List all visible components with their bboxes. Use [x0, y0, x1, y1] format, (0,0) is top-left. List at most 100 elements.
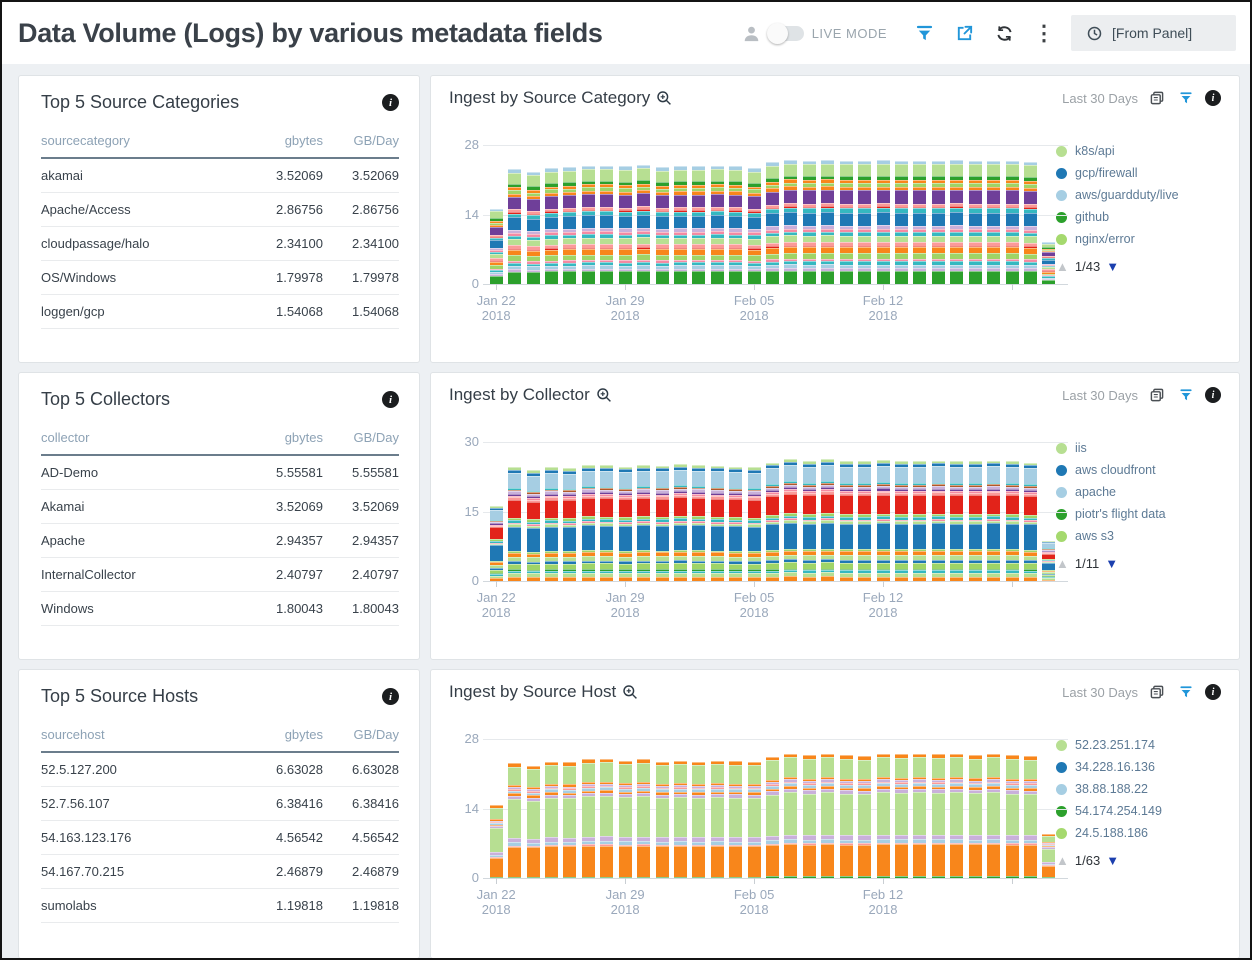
stacked-bar[interactable]	[840, 461, 853, 581]
stacked-bar[interactable]	[932, 160, 945, 284]
column-header[interactable]: gbytes	[245, 420, 323, 455]
stacked-bar[interactable]	[969, 755, 982, 878]
share-icon[interactable]	[951, 20, 977, 46]
filter-icon[interactable]	[911, 20, 937, 46]
stacked-bar[interactable]	[711, 466, 724, 581]
column-header[interactable]: GB/Day	[323, 717, 399, 752]
stacked-bar[interactable]	[840, 755, 853, 878]
stacked-bar[interactable]	[563, 762, 576, 878]
stacked-bar[interactable]	[692, 166, 705, 284]
stacked-bar[interactable]	[1006, 160, 1019, 284]
legend-page-down-icon[interactable]: ▼	[1105, 556, 1118, 571]
stacked-bar[interactable]	[656, 466, 669, 581]
stacked-bar[interactable]	[656, 167, 669, 284]
legend-item[interactable]: 54.174.254.149	[1056, 800, 1221, 822]
stacked-bar[interactable]	[913, 753, 926, 878]
stacked-bar[interactable]	[877, 460, 890, 581]
info-icon[interactable]: i	[1205, 90, 1221, 106]
stacked-bar[interactable]	[784, 753, 797, 878]
stacked-bar[interactable]	[619, 761, 632, 878]
column-header[interactable]: GB/Day	[323, 420, 399, 455]
stacked-bar[interactable]	[932, 754, 945, 878]
stacked-bar[interactable]	[563, 468, 576, 581]
stacked-bar[interactable]	[950, 461, 963, 581]
stacked-bar[interactable]	[674, 761, 687, 878]
stacked-bar[interactable]	[600, 759, 613, 878]
legend-item[interactable]: gcp/firewall	[1056, 162, 1221, 184]
zoom-in-icon[interactable]	[622, 684, 638, 700]
legend-page-down-icon[interactable]: ▼	[1106, 259, 1119, 274]
stacked-bar[interactable]	[950, 753, 963, 878]
legend-item[interactable]: k8s/api	[1056, 140, 1221, 162]
stacked-bar[interactable]	[821, 753, 834, 878]
stacked-bar[interactable]	[582, 759, 595, 878]
stacked-bar[interactable]	[711, 761, 724, 878]
stacked-bar[interactable]	[987, 461, 1000, 582]
stacked-bar[interactable]	[508, 467, 521, 581]
legend-page-up-icon[interactable]: ▲	[1056, 259, 1069, 274]
stacked-bar[interactable]	[527, 172, 540, 284]
stacked-bar[interactable]	[766, 757, 779, 878]
legend-page-up-icon[interactable]: ▲	[1056, 556, 1069, 571]
table-row[interactable]: Apache/Access2.867562.86756	[41, 193, 399, 227]
legend-item[interactable]: 34.228.16.136	[1056, 756, 1221, 778]
legend-item[interactable]: aws/guardduty/live	[1056, 184, 1221, 206]
column-header[interactable]: sourcecategory	[41, 123, 245, 158]
column-header[interactable]: sourcehost	[41, 717, 245, 752]
stacked-bar[interactable]	[950, 160, 963, 284]
stacked-bar[interactable]	[692, 762, 705, 878]
stacked-bar[interactable]	[969, 461, 982, 581]
stacked-bar[interactable]	[803, 160, 816, 284]
stacked-bar[interactable]	[895, 160, 908, 284]
info-icon[interactable]: i	[382, 688, 399, 705]
stacked-bar[interactable]	[913, 461, 926, 581]
stacked-bar[interactable]	[674, 166, 687, 284]
stacked-bar[interactable]	[1042, 834, 1055, 878]
zoom-in-icon[interactable]	[596, 387, 612, 403]
legend-item[interactable]: 52.23.251.174	[1056, 734, 1221, 756]
stacked-bar[interactable]	[527, 470, 540, 581]
stacked-bar[interactable]	[563, 167, 576, 284]
stacked-bar[interactable]	[987, 160, 1000, 284]
filter-icon[interactable]	[1176, 88, 1196, 108]
column-header[interactable]: collector	[41, 420, 245, 455]
table-row[interactable]: 52.7.56.1076.384166.38416	[41, 787, 399, 821]
stacked-bar[interactable]	[1042, 541, 1055, 581]
stacked-bar[interactable]	[895, 461, 908, 581]
legend-item[interactable]: 24.5.188.186	[1056, 822, 1221, 844]
table-row[interactable]: Windows1.800431.80043	[41, 592, 399, 626]
stacked-bar[interactable]	[821, 459, 834, 581]
stacked-bar[interactable]	[1024, 756, 1037, 878]
info-icon[interactable]: i	[382, 94, 399, 111]
panels-icon[interactable]	[1147, 682, 1167, 702]
stacked-bar[interactable]	[895, 754, 908, 878]
filter-icon[interactable]	[1176, 682, 1196, 702]
stacked-bar[interactable]	[600, 465, 613, 581]
legend-page-up-icon[interactable]: ▲	[1056, 853, 1069, 868]
stacked-bar[interactable]	[637, 465, 650, 581]
table-row[interactable]: 52.5.127.2006.630286.63028	[41, 752, 399, 787]
stacked-bar[interactable]	[619, 467, 632, 581]
info-icon[interactable]: i	[1205, 684, 1221, 700]
stacked-bar[interactable]	[969, 160, 982, 284]
legend-item[interactable]: 38.88.188.22	[1056, 778, 1221, 800]
stacked-bar[interactable]	[729, 761, 742, 878]
legend-item[interactable]: apache	[1056, 481, 1221, 503]
legend-page-down-icon[interactable]: ▼	[1106, 853, 1119, 868]
stacked-bar[interactable]	[748, 762, 761, 878]
stacked-bar[interactable]	[803, 755, 816, 878]
stacked-bar[interactable]	[987, 753, 1000, 878]
table-row[interactable]: InternalCollector2.407972.40797	[41, 558, 399, 592]
table-row[interactable]: AD-Demo5.555815.55581	[41, 455, 399, 490]
stacked-bar[interactable]	[729, 166, 742, 284]
live-mode-toggle[interactable]	[768, 26, 804, 41]
zoom-in-icon[interactable]	[656, 90, 672, 106]
stacked-bar[interactable]	[637, 164, 650, 284]
table-row[interactable]: 54.167.70.2152.468792.46879	[41, 855, 399, 889]
stacked-bar[interactable]	[1024, 161, 1037, 284]
legend-item[interactable]: piotr's flight data	[1056, 503, 1221, 525]
stacked-bar[interactable]	[858, 461, 871, 581]
legend-item[interactable]: iis	[1056, 437, 1221, 459]
stacked-bar[interactable]	[600, 165, 613, 284]
table-row[interactable]: akamai3.520693.52069	[41, 158, 399, 193]
